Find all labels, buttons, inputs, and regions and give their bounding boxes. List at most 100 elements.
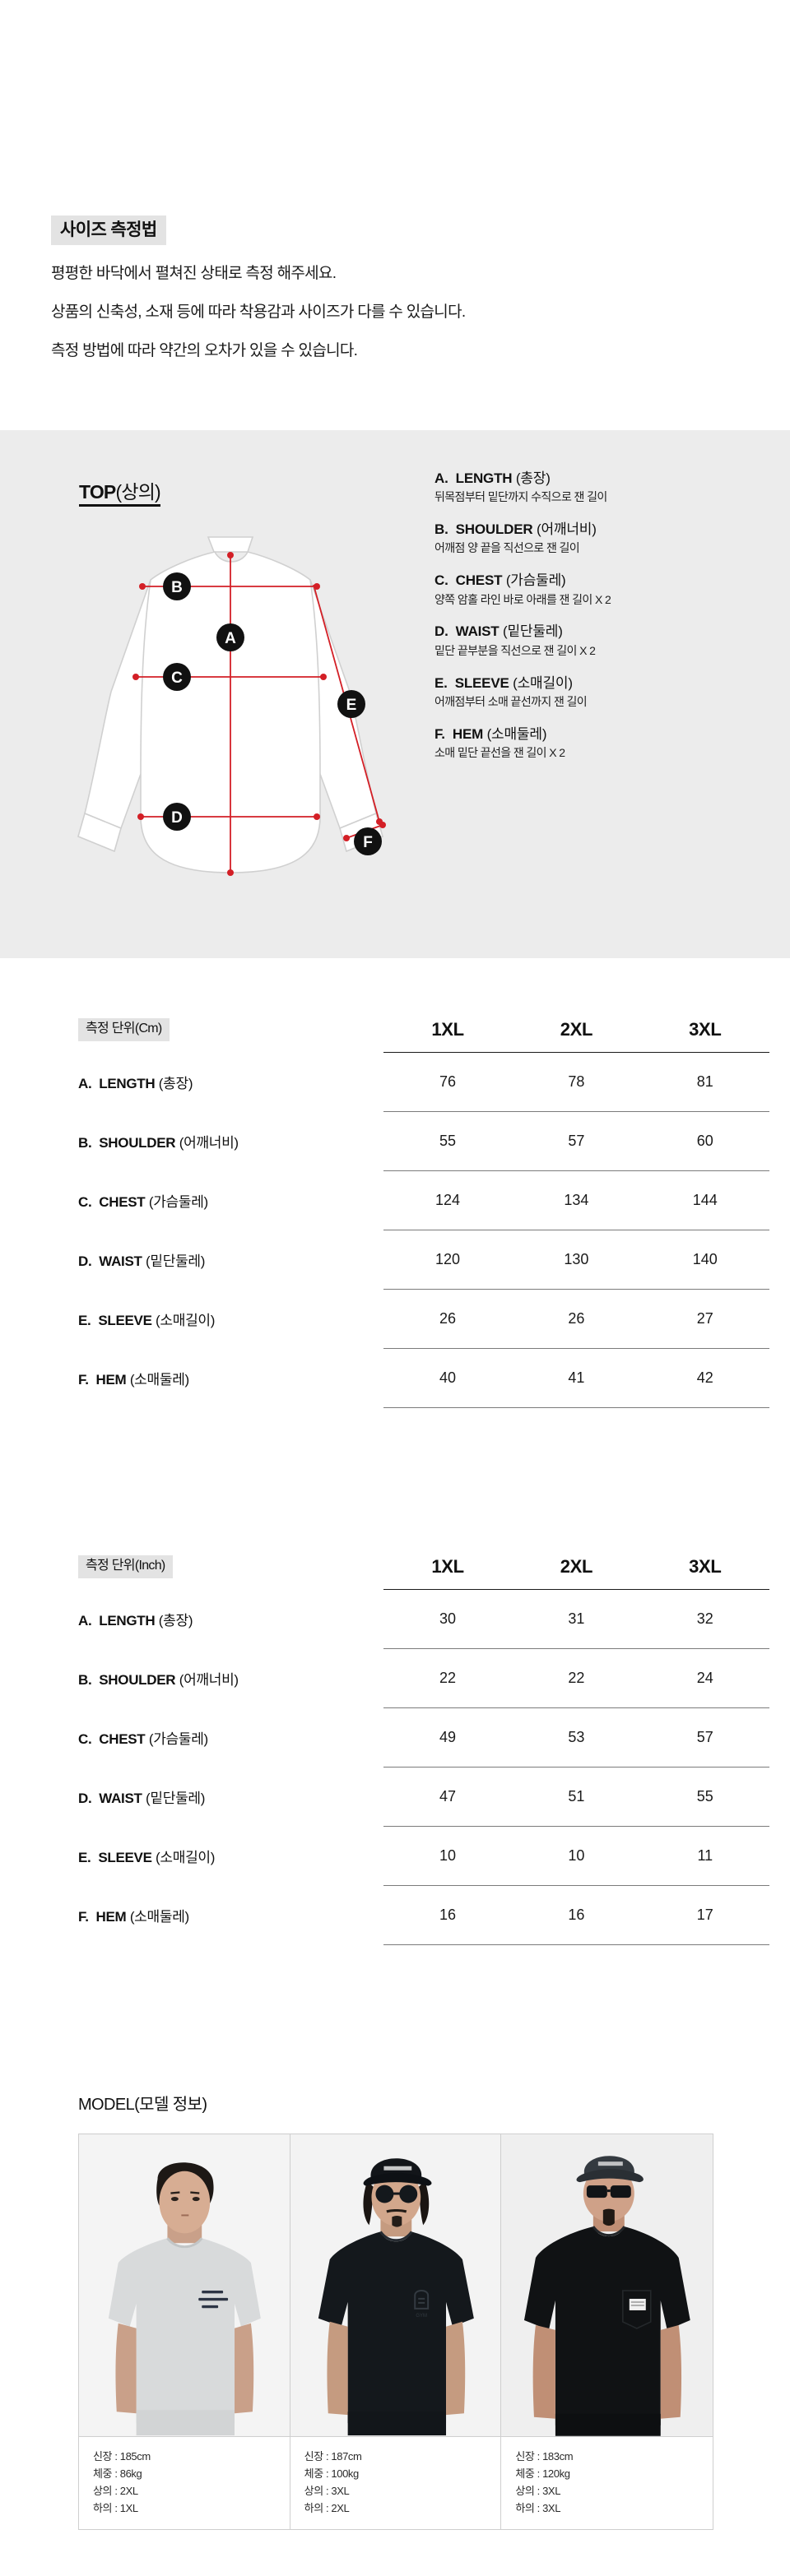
size-header-3xl: 3XL xyxy=(689,1555,722,1577)
cell-value: 49 xyxy=(383,1707,513,1767)
svg-text:A: A xyxy=(225,630,236,647)
cell-value: 57 xyxy=(512,1110,641,1170)
cell-value: 53 xyxy=(512,1707,641,1767)
row-letter: A. xyxy=(78,1612,92,1629)
row-letter: A. xyxy=(78,1075,92,1091)
svg-text:D: D xyxy=(171,809,183,827)
model-caption: 신장 : 185cm 체중 : 86kg 상의 : 2XL 하의 : 1XL xyxy=(79,2436,290,2529)
model-top-size: 상의 : 2XL xyxy=(93,2485,138,2498)
cell-value: 24 xyxy=(640,1647,769,1707)
intro-line: 상품의 신축성, 소재 등에 따라 착용감과 사이즈가 다를 수 있습니다. xyxy=(51,303,466,322)
cell-value: 55 xyxy=(640,1766,769,1826)
shirt-diagram: A B C D E F xyxy=(62,527,399,897)
table-row: A. LENGTH (총장) 30 31 32 xyxy=(78,1588,769,1648)
model-weight: 체중 : 120kg xyxy=(515,2467,570,2481)
cell-value: 41 xyxy=(512,1347,641,1408)
legend-letter: B. xyxy=(434,521,448,538)
row-name-kr: (소매둘레) xyxy=(129,1908,189,1925)
legend-letter: C. xyxy=(434,572,448,589)
table-row: E. SLEEVE (소매길이) 10 10 11 xyxy=(78,1825,769,1885)
cell-value: 10 xyxy=(512,1825,641,1885)
intro-line: 평평한 바닥에서 펼쳐진 상태로 측정 해주세요. xyxy=(51,265,337,283)
row-label-sleeve: E. SLEEVE (소매길이) xyxy=(78,1289,383,1348)
row-label-hem: F. HEM (소매둘레) xyxy=(78,1348,383,1407)
cell-value: 17 xyxy=(640,1884,769,1945)
row-name-kr: (총장) xyxy=(158,1612,193,1629)
cell-value: 11 xyxy=(640,1825,769,1885)
model-photo xyxy=(79,2134,290,2436)
legend-name-kr: (소매길이) xyxy=(513,674,573,691)
table-row: D. WAIST (밑단둘레) 120 130 140 xyxy=(78,1229,769,1289)
unit-badge: 측정 단위(Cm) xyxy=(78,1018,170,1041)
row-letter: C. xyxy=(78,1730,92,1747)
legend-name: SHOULDER xyxy=(455,521,533,538)
row-letter: E. xyxy=(78,1849,91,1865)
legend-item-length: A. LENGTH (총장) 뒤목점부터 밑단까지 수직으로 잰 길이 xyxy=(434,470,764,505)
size-table-cm: 측정 단위(Cm) 1XL 2XL 3XL A. LENGTH (총장) 76 … xyxy=(78,1008,769,1408)
diagram-title-en: TOP xyxy=(79,481,116,503)
cell-value: 55 xyxy=(383,1110,513,1170)
table-row: D. WAIST (밑단둘레) 47 51 55 xyxy=(78,1766,769,1826)
model-top-size: 상의 : 3XL xyxy=(515,2485,561,2498)
legend-heading: A. LENGTH (총장) xyxy=(434,470,764,487)
legend-description: 양쪽 암홀 라인 바로 아래를 잰 길이 X 2 xyxy=(434,592,611,606)
legend-heading: F. HEM (소매둘레) xyxy=(434,725,764,743)
legend-description: 어깨점부터 소매 끝선까지 잰 길이 xyxy=(434,694,588,708)
legend-description: 밑단 끝부분을 직선으로 잰 길이 X 2 xyxy=(434,643,596,657)
measurement-legend: A. LENGTH (총장) 뒤목점부터 밑단까지 수직으로 잰 길이 B. S… xyxy=(434,470,764,761)
row-name-kr: (가슴둘레) xyxy=(148,1730,208,1747)
cell-value: 47 xyxy=(383,1766,513,1826)
svg-text:F: F xyxy=(363,834,373,851)
row-letter: C. xyxy=(78,1193,92,1210)
row-name-kr: (어깨너비) xyxy=(179,1134,239,1151)
size-table-inch: 측정 단위(Inch) 1XL 2XL 3XL A. LENGTH (총장) 3… xyxy=(78,1545,769,1945)
row-label-waist: D. WAIST (밑단둘레) xyxy=(78,1767,383,1826)
legend-item-waist: D. WAIST (밑단둘레) 밑단 끝부분을 직선으로 잰 길이 X 2 xyxy=(434,623,764,658)
model-height: 신장 : 187cm xyxy=(304,2450,362,2462)
intro-title: 사이즈 측정법 xyxy=(51,215,166,246)
cell-value: 22 xyxy=(512,1647,641,1707)
row-letter: D. xyxy=(78,1253,92,1269)
model-grid: 신장 : 185cm 체중 : 86kg 상의 : 2XL 하의 : 1XL xyxy=(78,2134,713,2531)
diagram-title-kr: (상의) xyxy=(115,481,160,503)
legend-item-shoulder: B. SHOULDER (어깨너비) 어깨점 양 끝을 직선으로 잰 길이 xyxy=(434,521,764,556)
size-table-cm-section: 측정 단위(Cm) 1XL 2XL 3XL A. LENGTH (총장) 76 … xyxy=(0,1008,790,1408)
row-label-shoulder: B. SHOULDER (어깨너비) xyxy=(78,1648,383,1707)
unit-badge: 측정 단위(Inch) xyxy=(78,1555,173,1578)
cell-value: 130 xyxy=(512,1229,641,1289)
model-section: MODEL(모델 정보) xyxy=(0,2096,790,2531)
legend-name: LENGTH xyxy=(455,470,513,486)
row-name-kr: (어깨너비) xyxy=(179,1671,239,1688)
model-height: 신장 : 185cm xyxy=(93,2450,151,2462)
legend-name: SLEEVE xyxy=(454,674,509,691)
row-name: SLEEVE xyxy=(98,1849,152,1865)
svg-text:C: C xyxy=(171,669,183,687)
row-name: SLEEVE xyxy=(98,1312,152,1328)
legend-letter: F. xyxy=(434,725,445,742)
table-row: F. HEM (소매둘레) 16 16 17 xyxy=(78,1884,769,1945)
row-letter: D. xyxy=(78,1790,92,1806)
row-label-chest: C. CHEST (가슴둘레) xyxy=(78,1707,383,1767)
row-name: CHEST xyxy=(99,1193,146,1210)
unit-header-cell: 측정 단위(Cm) xyxy=(78,1008,383,1052)
table-header-row: 측정 단위(Inch) 1XL 2XL 3XL xyxy=(78,1545,769,1589)
cell-value: 120 xyxy=(383,1229,513,1289)
cell-value: 81 xyxy=(640,1051,769,1111)
legend-item-sleeve: E. SLEEVE (소매길이) 어깨점부터 소매 끝선까지 잰 길이 xyxy=(434,674,764,710)
size-header-2xl: 2XL xyxy=(560,1018,593,1040)
cell-value: 51 xyxy=(512,1766,641,1826)
row-name-kr: (가슴둘레) xyxy=(148,1193,208,1210)
cell-value: 76 xyxy=(383,1051,513,1111)
row-name: SHOULDER xyxy=(99,1134,176,1151)
row-name-kr: (밑단둘레) xyxy=(146,1790,206,1806)
cell-value: 10 xyxy=(383,1825,513,1885)
table-row: C. CHEST (가슴둘레) 49 53 57 xyxy=(78,1707,769,1767)
diagram-panel: TOP(상의) xyxy=(0,430,790,958)
svg-text:B: B xyxy=(171,579,183,596)
intro-lines: 평평한 바닥에서 펼쳐진 상태로 측정 해주세요. 상품의 신축성, 소재 등에… xyxy=(51,266,790,359)
size-header-1xl: 1XL xyxy=(431,1018,464,1040)
model-card: 신장 : 185cm 체중 : 86kg 상의 : 2XL 하의 : 1XL xyxy=(79,2134,290,2530)
legend-letter: D. xyxy=(434,623,448,640)
model-bottom-size: 하의 : 2XL xyxy=(304,2502,350,2515)
